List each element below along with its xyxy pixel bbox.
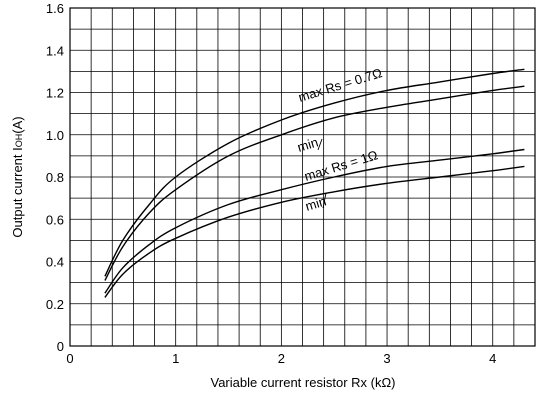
y-tick-label: 0.6: [46, 212, 64, 227]
y-tick-label: 1.4: [46, 43, 64, 58]
y-axis-title-main: Output current I: [10, 147, 25, 237]
series-line-2: [104, 148, 525, 294]
y-tick-label: 0.2: [46, 297, 64, 312]
x-tick-labels: 0 1 2 3 4: [66, 351, 496, 366]
x-tick-label: 0: [66, 351, 73, 366]
y-tick-label: 0.4: [46, 255, 64, 270]
series-label-min-1: min: [303, 193, 327, 213]
series-line-0: [104, 68, 525, 277]
x-tick-label: 4: [489, 351, 496, 366]
y-tick-label: 1.0: [46, 128, 64, 143]
y-axis-title-subscript: OH: [14, 134, 24, 148]
leader-line-min-0.7: [317, 138, 323, 151]
grid: [70, 8, 535, 346]
label-leaders: [317, 138, 327, 209]
series-label-max-1: max Rs = 1Ω: [302, 147, 379, 184]
x-tick-label: 2: [278, 351, 285, 366]
x-tick-label: 1: [172, 351, 179, 366]
y-tick-label: 0.8: [46, 170, 64, 185]
curves: [104, 68, 525, 298]
plot-frame: [69, 7, 536, 347]
y-tick-label: 1.2: [46, 86, 64, 101]
x-tick-label: 3: [383, 351, 390, 366]
y-tick-label: 1.6: [46, 1, 64, 16]
series-label-min-0.7: min: [295, 134, 319, 154]
leader-line-min-1: [322, 192, 327, 209]
y-axis-title: Output current IOH(A): [10, 116, 25, 237]
series-line-1: [104, 85, 525, 281]
series-line-3: [104, 165, 525, 298]
x-axis-title: Variable current resistor Rx (kΩ): [210, 375, 395, 390]
y-tick-label: 0: [57, 339, 64, 354]
y-axis-title-unit: (A): [10, 116, 25, 133]
y-tick-labels: 0 0.2 0.4 0.6 0.8 1.0 1.2 1.4 1.6: [46, 1, 64, 354]
